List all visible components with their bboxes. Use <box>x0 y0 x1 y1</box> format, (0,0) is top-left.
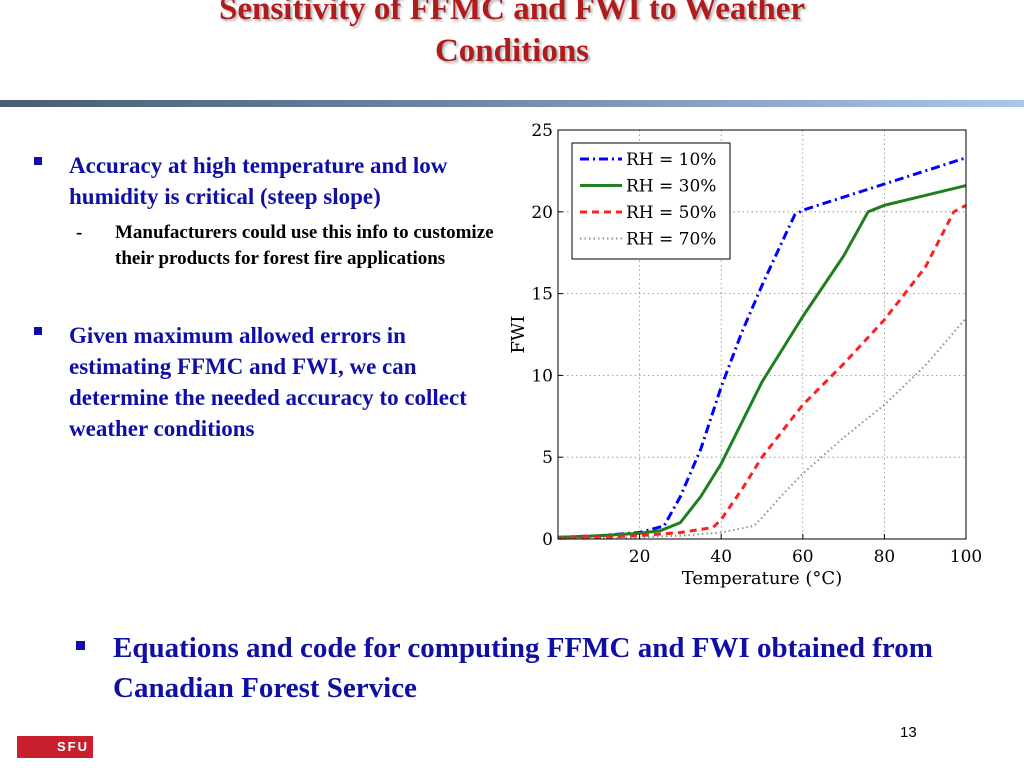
x-axis-label: Temperature (°C) <box>682 568 842 589</box>
x-tick-label: 100 <box>950 547 982 567</box>
series-line-2 <box>557 184 967 539</box>
left-bullet-list: Accuracy at high temperature and low hum… <box>34 150 504 444</box>
square-bullet-icon <box>34 157 42 165</box>
plot-area-frame <box>557 129 967 540</box>
y-axis-label: FWI <box>508 315 529 353</box>
bullet-text-2: Given maximum allowed errors in estimati… <box>69 323 467 441</box>
y-tick-label: 15 <box>531 285 553 305</box>
page-number: 13 <box>900 724 917 741</box>
slide-title-line1: Sensitivity of FFMC and FWI to Weather <box>218 0 806 27</box>
y-tick-label: 5 <box>542 448 553 468</box>
x-tick-label: 40 <box>710 547 732 567</box>
x-tick-label: 20 <box>629 547 651 567</box>
chart-legend: RH = 10% RH = 30% RH = 50% RH = 70% <box>571 142 731 260</box>
legend-box <box>571 142 731 260</box>
legend-label: RH = 70% <box>626 230 716 250</box>
square-bullet-icon <box>76 641 85 650</box>
slide-title-line2: Conditions <box>434 33 590 69</box>
bottom-bullet-text: Equations and code for computing FFMC an… <box>113 632 933 704</box>
bullet-item-1: Accuracy at high temperature and low hum… <box>34 150 504 212</box>
x-tick-label: 80 <box>874 547 896 567</box>
fwi-temperature-chart: 20 40 60 80 100 0 5 10 15 20 25 Temperature (°C) F… <box>508 121 982 589</box>
series-line-3 <box>557 203 967 540</box>
y-tick-label: 0 <box>542 530 553 550</box>
series-line-4 <box>557 317 967 540</box>
square-bullet-icon <box>34 327 42 335</box>
title-divider-bar <box>0 100 1024 107</box>
y-tick-label: 25 <box>531 121 553 141</box>
sub-bullet-text: Manufacturers could use this info to cus… <box>115 222 494 269</box>
bullet-text-1: Accuracy at high temperature and low hum… <box>69 153 448 209</box>
bullet-item-2: Given maximum allowed errors in estimati… <box>34 320 504 444</box>
x-tick-label: 60 <box>792 547 814 567</box>
dash-marker: - <box>76 222 83 243</box>
slide-title: Sensitivity of FFMC and FWI to Weather C… <box>0 0 1024 72</box>
y-tick-label: 10 <box>531 366 553 386</box>
series-line-1 <box>557 156 967 539</box>
sub-bullet-item: - Manufacturers could use this info to c… <box>34 220 504 272</box>
bottom-bullet-item: Equations and code for computing FFMC an… <box>76 628 953 708</box>
y-tick-label: 20 <box>531 203 553 223</box>
sfu-logo: SFU <box>17 736 93 758</box>
chart-tick-labels: 20 40 60 80 100 0 5 10 15 20 25 <box>531 121 982 567</box>
legend-label: RH = 30% <box>626 177 716 197</box>
legend-label: RH = 50% <box>626 203 716 223</box>
legend-label: RH = 10% <box>626 150 716 170</box>
